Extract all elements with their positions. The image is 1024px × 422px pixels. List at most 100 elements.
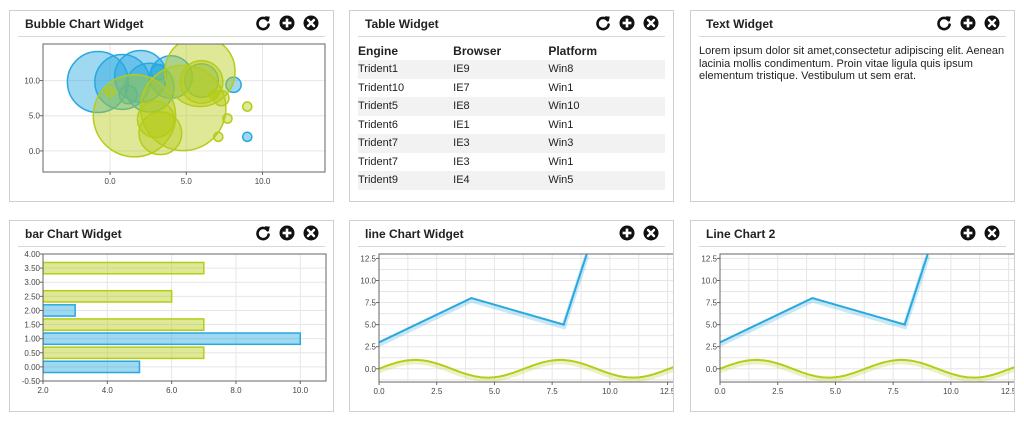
x-tick-label: 10.0 (255, 177, 271, 186)
x-tick-label: 5.0 (489, 387, 501, 396)
x-tick-label: 7.5 (547, 387, 559, 396)
chart-grid (719, 254, 1014, 382)
table-row[interactable]: Trident10 IE7 Win1 (358, 79, 665, 98)
text-widget: Text Widget Lorem ipsum dolor sit amet,c… (690, 10, 1015, 202)
column-header[interactable]: Browser (453, 44, 502, 58)
bubble-point (104, 86, 116, 98)
close-icon[interactable] (643, 225, 659, 241)
table-row[interactable]: Trident9 IE4 Win5 (358, 171, 665, 190)
widget-title: Line Chart 2 (706, 227, 776, 241)
table-cell: Trident6 (358, 118, 398, 131)
close-icon[interactable] (984, 225, 1000, 241)
table-row[interactable]: Trident6 IE1 Win1 (358, 116, 665, 135)
plot-frame (719, 253, 1014, 383)
table-cell: Trident7 (358, 155, 398, 168)
add-icon[interactable] (279, 225, 295, 241)
y-tick-label: 5.0 (29, 112, 41, 121)
refresh-icon[interactable] (936, 15, 952, 31)
line-chart-2-widget: Line Chart 2 0.0 2.5 5.0 7.5 10.0 12.5 0.0 2.5 5… (690, 220, 1015, 412)
bubble-point (222, 113, 233, 124)
x-tick-label: 0.0 (105, 177, 117, 186)
y-tick-label: 1.50 (24, 321, 40, 330)
bubble-point (241, 131, 253, 143)
close-icon[interactable] (303, 15, 319, 31)
x-tick-label: 5.0 (830, 387, 842, 396)
widget-toolbar (255, 15, 319, 33)
bar (43, 332, 302, 346)
bubble-point (225, 76, 242, 94)
widget-toolbar (595, 15, 659, 33)
chart-axes: 2.0 4.0 6.0 8.0 10.0 -0.50 0.00 0.50 1.00 1.50 2.0… (22, 251, 309, 395)
y-tick-label: -0.50 (22, 377, 41, 386)
add-icon[interactable] (619, 225, 635, 241)
bubble-point (66, 50, 130, 114)
table-cell: Win10 (548, 97, 665, 116)
widget-title: line Chart Widget (365, 227, 464, 241)
y-tick-label: 7.5 (706, 299, 718, 308)
widget-title: Bubble Chart Widget (25, 17, 144, 31)
table-cell: Trident5 (358, 97, 454, 116)
bar (43, 318, 205, 331)
close-icon[interactable] (984, 15, 1000, 31)
bar-chart: 2.0 4.0 6.0 8.0 10.0 -0.50 0.00 0.50 1.00 1.50 2.0… (22, 251, 327, 395)
table-cell: Trident1 (358, 60, 454, 79)
x-tick-label: 10.0 (943, 387, 959, 396)
y-tick-label: 3.00 (24, 278, 40, 287)
bubble-point (179, 59, 224, 105)
y-tick-label: 2.50 (24, 292, 40, 301)
bubble-point (212, 89, 230, 107)
close-icon[interactable] (643, 15, 659, 31)
table-cell: IE3 (453, 134, 549, 153)
line-chart: 0.0 2.5 5.0 7.5 10.0 12.5 0.0 2.5 5.0 7.5 10.0 12.5 (360, 253, 673, 396)
y-tick-label: 0.50 (24, 349, 40, 358)
x-tick-label: 4.0 (102, 386, 114, 395)
table-cell: Win1 (548, 81, 574, 94)
series-shadow (720, 359, 1014, 382)
y-tick-label: 2.00 (24, 306, 40, 315)
chart-marks (720, 254, 1014, 382)
line-chart-widget: line Chart Widget 0.02.55.07.510.012.50.… (349, 220, 674, 412)
refresh-icon[interactable] (255, 15, 271, 31)
add-icon[interactable] (279, 15, 295, 31)
y-tick-label: 12.5 (360, 254, 376, 263)
bubble-chart: 0.0 5.0 10.0 0.0 5.0 10.0 (24, 43, 326, 186)
plot-frame (42, 43, 326, 173)
column-header[interactable]: Platform (548, 44, 597, 58)
add-icon[interactable] (619, 15, 635, 31)
y-tick-label: 2.5 (365, 343, 377, 352)
table-cell: Win3 (548, 134, 665, 153)
chart-axes: 0.0 2.5 5.0 7.5 10.0 12.5 0.0 2.5 5.0 7.5 10.0 12.5 (701, 254, 1014, 396)
x-tick-label: 2.0 (37, 386, 49, 395)
bar (43, 261, 205, 275)
close-icon[interactable] (303, 225, 319, 241)
series-line (720, 254, 929, 344)
x-tick-label: 0.0 (714, 387, 726, 396)
table-widget: Table Widget Engine Browser Platform Tride… (349, 10, 674, 202)
x-tick-label: 2.5 (431, 387, 443, 396)
column-header[interactable]: Engine (358, 44, 399, 58)
chart-axes: 0.0 5.0 10.0 0.0 5.0 10.0 (24, 77, 270, 186)
series-line (720, 358, 1014, 379)
widget-title: Table Widget (365, 17, 439, 31)
table-header-row: Engine Browser Platform (358, 41, 665, 60)
table-cell: IE8 (453, 97, 549, 116)
add-icon[interactable] (960, 15, 976, 31)
table-row[interactable]: Trident7 IE3 Win1 (358, 153, 665, 172)
refresh-icon[interactable] (255, 225, 271, 241)
y-tick-label: 0.0 (365, 365, 377, 374)
widget-title: bar Chart Widget (25, 227, 122, 241)
table-cell: IE3 (453, 155, 470, 168)
bar (43, 289, 173, 303)
add-icon[interactable] (960, 225, 976, 241)
table-row[interactable]: Trident1 IE9 Win8 (358, 60, 665, 79)
table-row[interactable]: Trident7 IE3 Win3 (358, 134, 665, 153)
bubble-point (184, 63, 220, 99)
refresh-icon[interactable] (595, 15, 611, 31)
bar (43, 304, 76, 317)
x-tick-label: 10.0 (602, 387, 618, 396)
y-tick-label: 5.0 (365, 321, 377, 330)
bubble-point (212, 131, 224, 143)
chart-marks (379, 254, 673, 382)
table-row[interactable]: Trident5 IE8 Win10 (358, 97, 665, 116)
x-tick-label: 12.5 (660, 387, 673, 396)
